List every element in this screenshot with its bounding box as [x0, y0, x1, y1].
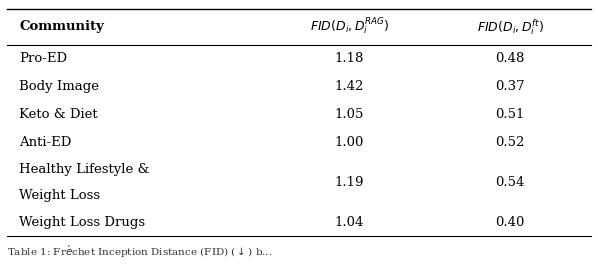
Text: 0.52: 0.52: [496, 136, 525, 149]
Text: 1.00: 1.00: [335, 136, 364, 149]
Text: 1.05: 1.05: [335, 109, 364, 121]
Text: Body Image: Body Image: [19, 80, 99, 93]
Text: 0.37: 0.37: [496, 80, 525, 93]
Text: 0.48: 0.48: [496, 52, 525, 65]
Text: 1.18: 1.18: [335, 52, 364, 65]
Text: $FID(D_i, D_i^{RAG})$: $FID(D_i, D_i^{RAG})$: [310, 17, 389, 37]
Text: Weight Loss: Weight Loss: [19, 189, 100, 202]
Text: 0.54: 0.54: [496, 176, 525, 189]
Text: 1.04: 1.04: [335, 215, 364, 229]
Text: 1.42: 1.42: [335, 80, 364, 93]
Text: 0.51: 0.51: [496, 109, 525, 121]
Text: Pro-ED: Pro-ED: [19, 52, 68, 65]
Text: Weight Loss Drugs: Weight Loss Drugs: [19, 215, 145, 229]
Text: Anti-ED: Anti-ED: [19, 136, 72, 149]
Text: Community: Community: [19, 20, 104, 34]
Text: $FID(D_i, D_i^{ft})$: $FID(D_i, D_i^{ft})$: [477, 17, 544, 37]
Text: 1.19: 1.19: [335, 176, 364, 189]
Text: Table 1: Fr$\acute{e}$chet Inception Distance (FID) ($\downarrow$) b...: Table 1: Fr$\acute{e}$chet Inception Dis…: [7, 244, 273, 260]
Text: Healthy Lifestyle &: Healthy Lifestyle &: [19, 163, 150, 176]
Text: Keto & Diet: Keto & Diet: [19, 109, 98, 121]
Text: 0.40: 0.40: [496, 215, 525, 229]
